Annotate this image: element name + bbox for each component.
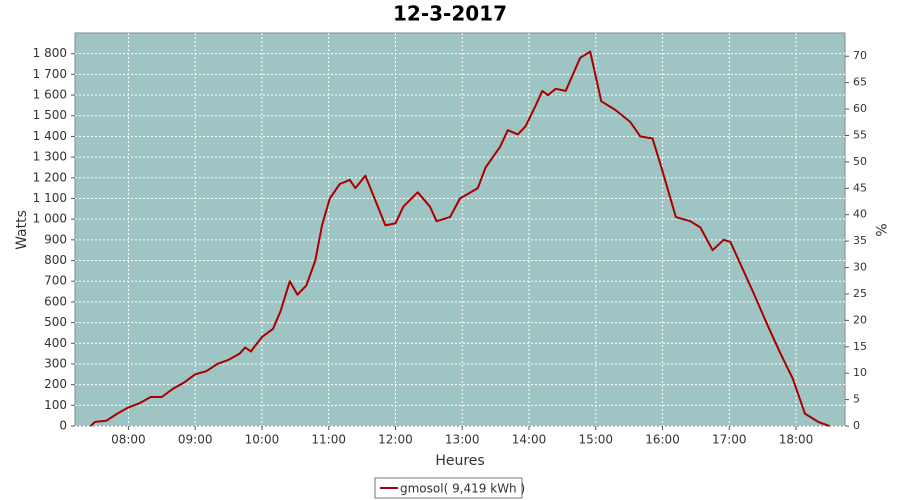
y-tick-label: 200	[44, 377, 67, 391]
y2-tick-label: 65	[853, 76, 867, 89]
y2-tick-label: 70	[853, 49, 867, 62]
y2-tick-label: 30	[853, 261, 867, 274]
y2-tick-label: 10	[853, 366, 867, 379]
y-tick-label: 1 600	[33, 88, 67, 102]
y2-tick-label: 45	[853, 181, 867, 194]
y2-tick-label: 55	[853, 128, 867, 141]
x-tick-label: 09:00	[178, 433, 213, 447]
line-series	[89, 50, 830, 427]
y2-tick-label: 50	[853, 155, 867, 168]
y2-tick-label: 35	[853, 234, 867, 247]
y2-tick-label: 5	[853, 393, 860, 406]
x-tick-label: 15:00	[578, 433, 613, 447]
y-tick-label: 300	[44, 356, 67, 370]
y-tick-label: 1 000	[33, 212, 67, 226]
y-tick-label: 1 200	[33, 170, 67, 184]
plot-area	[74, 32, 846, 427]
y2-tick-label: 0	[853, 419, 860, 432]
x-tick-label: 08:00	[111, 433, 146, 447]
y2-tick-label: 20	[853, 313, 867, 326]
legend-box	[374, 477, 523, 499]
y-tick-label: 900	[44, 232, 67, 246]
y2-tick-label: 60	[853, 102, 867, 115]
y-tick-label: 400	[44, 336, 67, 350]
y2-axis-label: %	[872, 223, 888, 236]
x-tick-label: 18:00	[779, 433, 814, 447]
y-tick-label: 1 500	[33, 108, 67, 122]
y-tick-label: 500	[44, 315, 67, 329]
x-tick-label: 13:00	[445, 433, 480, 447]
chart-title: 12-3-2017	[393, 2, 507, 26]
y-tick-label: 0	[59, 419, 67, 433]
x-axis-label: Heures	[435, 453, 484, 469]
y-tick-label: 800	[44, 253, 67, 267]
legend-label: gmosol( 9,419 kWh )	[400, 482, 525, 496]
x-tick-label: 10:00	[245, 433, 280, 447]
x-tick-label: 12:00	[378, 433, 413, 447]
y2-tick-label: 40	[853, 208, 867, 221]
y-tick-label: 600	[44, 294, 67, 308]
y-tick-label: 1 100	[33, 191, 67, 205]
x-tick-label: 16:00	[645, 433, 680, 447]
y-tick-label: 1 400	[33, 129, 67, 143]
y2-tick-label: 25	[853, 287, 867, 300]
y2-tick-label: 15	[853, 340, 867, 353]
x-tick-label: 17:00	[712, 433, 747, 447]
y-tick-label: 700	[44, 274, 67, 288]
x-tick-label: 14:00	[512, 433, 547, 447]
y-tick-label: 100	[44, 398, 67, 412]
y-tick-label: 1 800	[33, 46, 67, 60]
x-tick-label: 11:00	[311, 433, 346, 447]
y-axis-label: Watts	[14, 210, 30, 250]
y-tick-label: 1 700	[33, 67, 67, 81]
y-tick-label: 1 300	[33, 150, 67, 164]
